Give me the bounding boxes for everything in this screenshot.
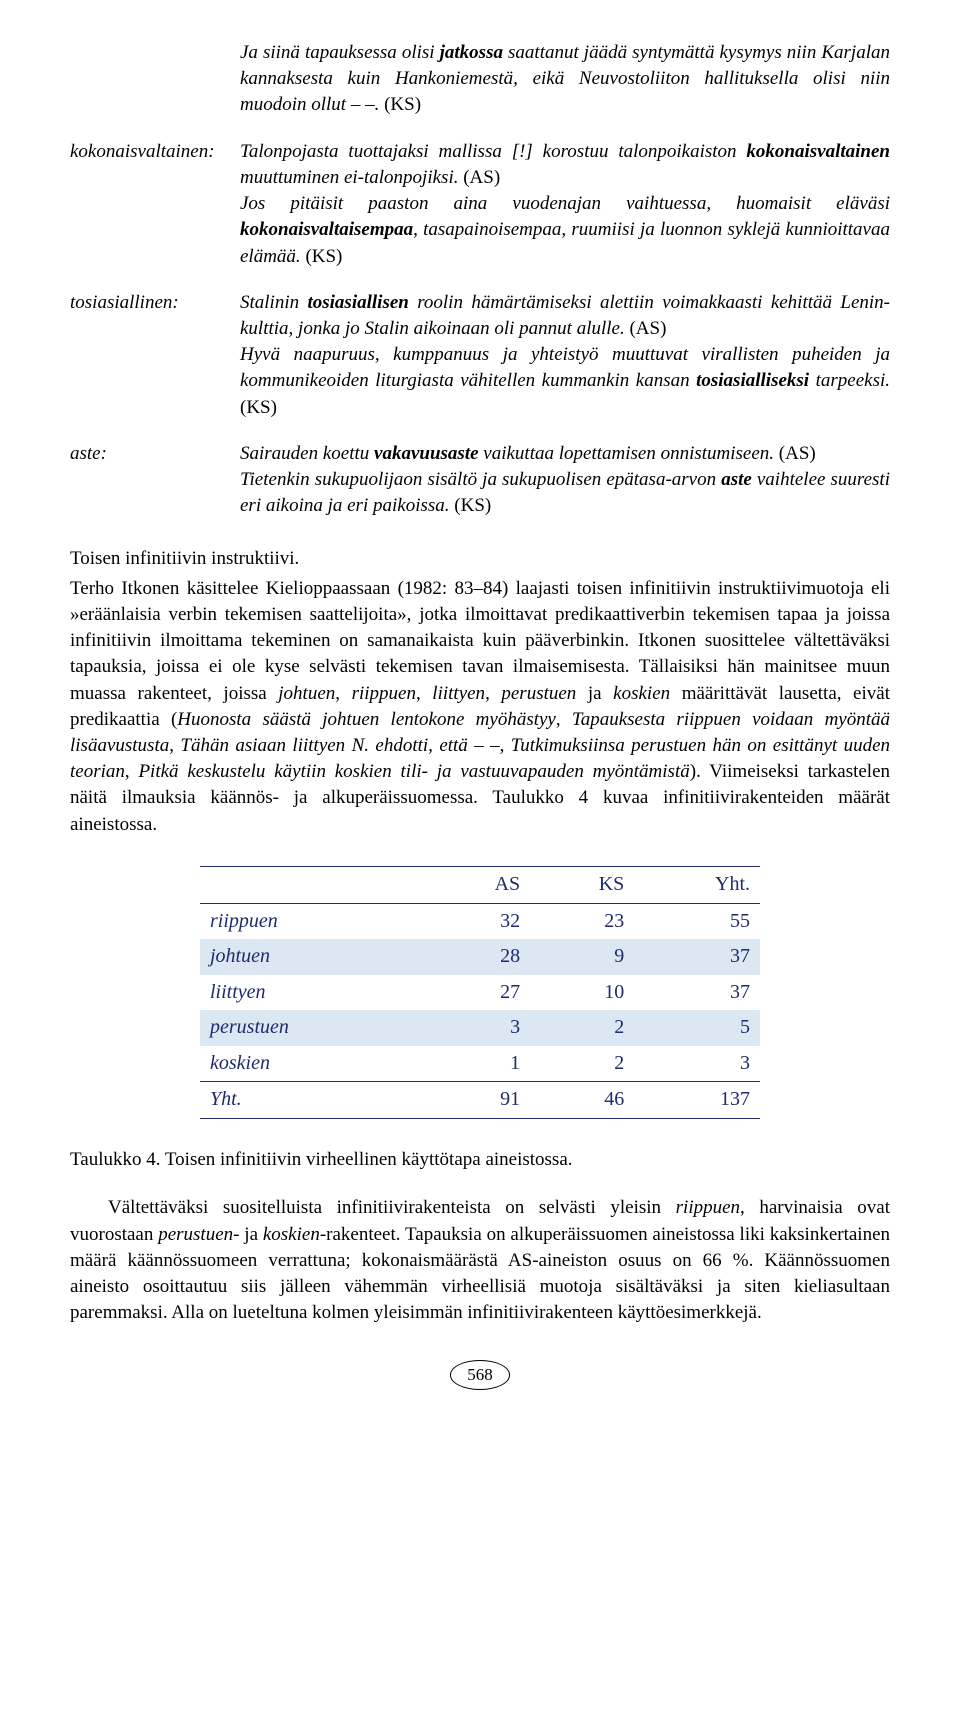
table-cell: johtuen — [200, 939, 426, 975]
table-cell: 3 — [634, 1046, 760, 1082]
table-cell: liittyen — [200, 975, 426, 1011]
table-header — [200, 866, 426, 903]
entry-term: aste: — [70, 441, 240, 520]
entry-term — [70, 40, 240, 119]
entry: aste:Sairauden koettu vakavuusaste vaiku… — [70, 441, 890, 520]
table-cell: 137 — [634, 1082, 760, 1119]
entry-definition: Stalinin tosiasiallisen roolin hämärtämi… — [240, 290, 890, 421]
table-4: ASKSYht.riippuen322355johtuen28937liitty… — [200, 866, 760, 1119]
paragraph-2: Vältettäväksi suositelluista infinitiivi… — [70, 1195, 890, 1326]
table-cell: 2 — [530, 1046, 634, 1082]
table-cell: 32 — [426, 903, 530, 939]
table-cell: 37 — [634, 939, 760, 975]
entry: Ja siinä tapauksessa olisi jatkossa saat… — [70, 40, 890, 119]
table-header: AS — [426, 866, 530, 903]
entry: kokonaisvaltainen:Talonpojasta tuottajak… — [70, 139, 890, 270]
entry: tosiasiallinen:Stalinin tosiasiallisen r… — [70, 290, 890, 421]
table-cell: koskien — [200, 1046, 426, 1082]
table-cell: 55 — [634, 903, 760, 939]
table-cell: 46 — [530, 1082, 634, 1119]
table-cell: perustuen — [200, 1010, 426, 1046]
entry-term: tosiasiallinen: — [70, 290, 240, 421]
page-number-value: 568 — [450, 1360, 510, 1389]
table-cell: 10 — [530, 975, 634, 1011]
table-cell: 1 — [426, 1046, 530, 1082]
table-cell: Yht. — [200, 1082, 426, 1119]
table-cell: 27 — [426, 975, 530, 1011]
table-cell: riippuen — [200, 903, 426, 939]
table-cell: 3 — [426, 1010, 530, 1046]
entry-definition: Ja siinä tapauksessa olisi jatkossa saat… — [240, 40, 890, 119]
data-table: ASKSYht.riippuen322355johtuen28937liitty… — [200, 866, 760, 1119]
entry-definition: Talonpojasta tuottajaksi mallissa [!] ko… — [240, 139, 890, 270]
page-number: 568 — [70, 1360, 890, 1389]
table-cell: 5 — [634, 1010, 760, 1046]
table-header: Yht. — [634, 866, 760, 903]
entries-block: Ja siinä tapauksessa olisi jatkossa saat… — [70, 40, 890, 520]
table-cell: 91 — [426, 1082, 530, 1119]
section-heading: Toisen infinitiivin instruktiivi. — [70, 546, 890, 572]
table-cell: 28 — [426, 939, 530, 975]
entry-term: kokonaisvaltainen: — [70, 139, 240, 270]
page: Ja siinä tapauksessa olisi jatkossa saat… — [0, 0, 960, 1430]
entry-definition: Sairauden koettu vakavuusaste vaikuttaa … — [240, 441, 890, 520]
table-cell: 9 — [530, 939, 634, 975]
table-cell: 2 — [530, 1010, 634, 1046]
paragraph-1: Terho Itkonen käsittelee Kielioppaassaan… — [70, 576, 890, 838]
table-cell: 37 — [634, 975, 760, 1011]
table-caption: Taulukko 4. Toisen infinitiivin virheell… — [70, 1147, 890, 1173]
table-header: KS — [530, 866, 634, 903]
table-cell: 23 — [530, 903, 634, 939]
